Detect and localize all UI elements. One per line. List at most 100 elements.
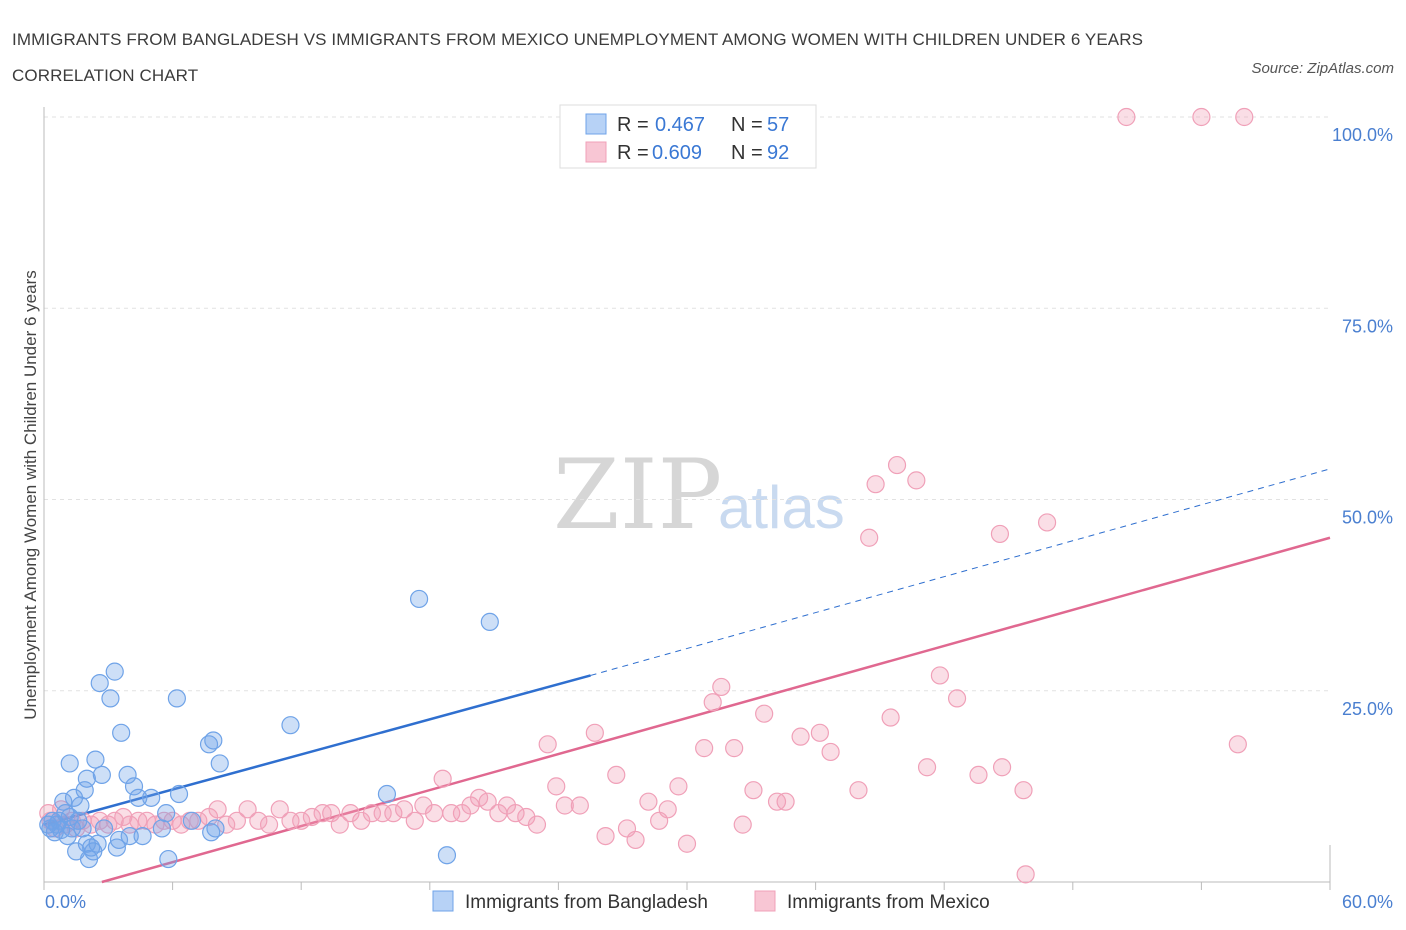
point-mexico-82 — [849, 781, 868, 800]
legend: R = 0.467 N = 57 R = 0.609 N = 92 — [559, 104, 817, 169]
point-mexico-75 — [744, 781, 763, 800]
point-bangladesh-48 — [204, 731, 223, 750]
point-bangladesh-16 — [71, 796, 90, 815]
axes — [43, 107, 1331, 890]
point-bangladesh-51 — [281, 716, 300, 735]
point-mexico-35 — [330, 815, 349, 834]
legend-n-label-2: N = — [731, 142, 763, 164]
point-mexico-94 — [1014, 781, 1033, 800]
point-mexico-60 — [585, 723, 604, 742]
point-mexico-50 — [478, 792, 497, 811]
legend-r-value-1: 0.467 — [655, 114, 705, 136]
point-mexico-89 — [930, 666, 950, 685]
point-bangladesh-18 — [75, 781, 94, 800]
point-mexico-62 — [607, 765, 626, 785]
point-bangladesh-52 — [377, 784, 397, 804]
point-bangladesh-25 — [88, 834, 107, 853]
point-mexico-73 — [725, 739, 744, 758]
point-bangladesh-34 — [118, 765, 137, 785]
point-mexico-25 — [227, 811, 246, 830]
x-tick-label-0: 0.0% — [45, 892, 86, 912]
point-bangladesh-53 — [409, 589, 429, 609]
point-mexico-84 — [866, 475, 885, 494]
bottom-legend-bangladesh: Immigrants from Bangladesh — [465, 892, 708, 913]
legend-swatch-bangladesh — [585, 113, 607, 135]
point-mexico-39 — [373, 804, 392, 823]
legend-r-value-2: 0.609 — [652, 142, 702, 164]
point-mexico-28 — [259, 815, 279, 834]
point-mexico-58 — [555, 796, 574, 815]
mexico-points — [39, 107, 1254, 884]
point-bangladesh-50 — [210, 754, 229, 773]
point-mexico-53 — [506, 804, 525, 823]
point-bangladesh-37 — [129, 788, 148, 807]
point-mexico-30 — [281, 811, 300, 830]
point-mexico-31 — [292, 811, 311, 830]
bottom-legend: Immigrants from Bangladesh Immigrants fr… — [432, 890, 990, 913]
legend-swatch-mexico — [585, 141, 607, 163]
bottom-legend-swatch-bangladesh — [432, 890, 454, 912]
point-mexico-98 — [1192, 107, 1211, 127]
point-bangladesh-27 — [92, 765, 111, 785]
point-bangladesh-26 — [90, 673, 109, 693]
trend-line-bangladesh — [43, 674, 591, 826]
point-bangladesh-29 — [101, 689, 120, 708]
point-mexico-61 — [596, 826, 615, 846]
x-tick-label-1: 60.0% — [1342, 892, 1393, 912]
point-bangladesh-40 — [152, 819, 171, 838]
point-mexico-71 — [703, 693, 722, 712]
point-mexico-80 — [810, 723, 829, 742]
point-mexico-87 — [907, 471, 926, 490]
point-bangladesh-38 — [133, 826, 152, 846]
point-bangladesh-39 — [142, 788, 161, 807]
point-mexico-74 — [733, 815, 752, 834]
point-mexico-38 — [362, 804, 382, 823]
point-mexico-21 — [189, 811, 208, 830]
point-bangladesh-42 — [159, 849, 178, 869]
legend-n-label-1: N = — [731, 114, 763, 136]
point-mexico-32 — [302, 807, 322, 827]
point-mexico-26 — [238, 800, 257, 819]
x-tick-labels: 0.0% 60.0% — [45, 892, 1393, 912]
point-mexico-24 — [217, 815, 236, 834]
point-mexico-64 — [626, 830, 645, 850]
point-mexico-91 — [969, 765, 988, 785]
point-mexico-96 — [1037, 513, 1057, 532]
point-mexico-55 — [527, 815, 547, 834]
watermark: ZIP atlas — [553, 439, 845, 551]
point-mexico-49 — [469, 788, 489, 807]
point-bangladesh-17 — [73, 819, 92, 838]
point-bangladesh-36 — [124, 777, 144, 796]
point-bangladesh-33 — [112, 723, 131, 742]
bangladesh-points — [39, 589, 499, 869]
point-mexico-23 — [208, 800, 227, 819]
bottom-legend-swatch-mexico — [754, 890, 776, 912]
point-mexico-45 — [433, 769, 452, 788]
point-mexico-56 — [538, 735, 557, 754]
point-bangladesh-10 — [60, 807, 79, 827]
point-mexico-100 — [1228, 735, 1247, 754]
y-axis-title: Unemployment Among Women with Children U… — [21, 270, 40, 719]
trend-line-bangladesh-extension — [590, 468, 1331, 676]
watermark-zip: ZIP — [553, 439, 722, 551]
point-mexico-29 — [270, 800, 289, 819]
point-mexico-27 — [249, 811, 268, 830]
point-bangladesh-41 — [157, 804, 176, 823]
point-bangladesh-11 — [60, 754, 79, 773]
point-mexico-88 — [917, 758, 937, 777]
point-mexico-41 — [394, 800, 414, 819]
point-bangladesh-7 — [54, 792, 73, 811]
point-mexico-97 — [1117, 107, 1136, 127]
legend-n-value-1: 57 — [767, 114, 789, 136]
point-bangladesh-45 — [182, 811, 201, 830]
point-bangladesh-54 — [437, 846, 457, 865]
y-tick-label-3: 25.0% — [1342, 699, 1393, 719]
point-bangladesh-43 — [167, 689, 186, 708]
chart-title: IMMIGRANTS FROM BANGLADESH VS IMMIGRANTS… — [12, 30, 1144, 85]
point-mexico-85 — [881, 708, 900, 727]
point-bangladesh-35 — [120, 826, 139, 846]
y-tick-labels: 100.0% 75.0% 50.0% 25.0% — [1332, 125, 1393, 719]
point-bangladesh-55 — [480, 612, 499, 632]
point-mexico-76 — [755, 704, 774, 723]
